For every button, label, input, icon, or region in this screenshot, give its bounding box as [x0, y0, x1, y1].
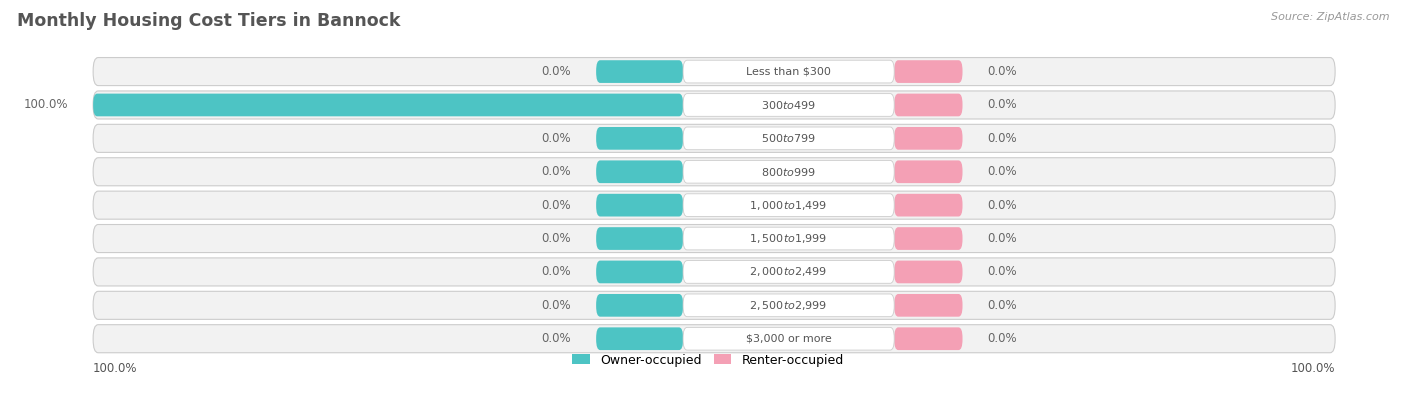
FancyBboxPatch shape	[596, 294, 683, 317]
FancyBboxPatch shape	[894, 127, 963, 150]
Text: 0.0%: 0.0%	[987, 199, 1017, 212]
FancyBboxPatch shape	[894, 94, 963, 116]
Text: 0.0%: 0.0%	[987, 299, 1017, 312]
FancyBboxPatch shape	[93, 94, 683, 116]
FancyBboxPatch shape	[683, 127, 894, 150]
FancyBboxPatch shape	[93, 124, 1336, 152]
Text: 0.0%: 0.0%	[987, 332, 1017, 345]
Text: 0.0%: 0.0%	[541, 65, 571, 78]
Text: $800 to $999: $800 to $999	[761, 166, 815, 178]
FancyBboxPatch shape	[596, 161, 683, 183]
FancyBboxPatch shape	[93, 58, 1336, 85]
FancyBboxPatch shape	[683, 261, 894, 283]
Text: $2,000 to $2,499: $2,000 to $2,499	[749, 266, 828, 278]
Text: $2,500 to $2,999: $2,500 to $2,999	[749, 299, 828, 312]
Text: 0.0%: 0.0%	[541, 232, 571, 245]
FancyBboxPatch shape	[93, 225, 1336, 253]
Text: Monthly Housing Cost Tiers in Bannock: Monthly Housing Cost Tiers in Bannock	[17, 12, 401, 30]
Text: 100.0%: 100.0%	[24, 98, 69, 112]
Text: 0.0%: 0.0%	[541, 332, 571, 345]
Text: 0.0%: 0.0%	[987, 165, 1017, 178]
Text: Less than $300: Less than $300	[747, 66, 831, 77]
Text: $1,000 to $1,499: $1,000 to $1,499	[749, 199, 828, 212]
Text: 0.0%: 0.0%	[987, 65, 1017, 78]
FancyBboxPatch shape	[596, 327, 683, 350]
FancyBboxPatch shape	[596, 127, 683, 150]
Text: 0.0%: 0.0%	[987, 98, 1017, 112]
FancyBboxPatch shape	[683, 327, 894, 350]
Text: 0.0%: 0.0%	[541, 132, 571, 145]
FancyBboxPatch shape	[894, 261, 963, 283]
Text: $3,000 or more: $3,000 or more	[745, 334, 831, 344]
FancyBboxPatch shape	[93, 325, 1336, 353]
Text: 0.0%: 0.0%	[987, 232, 1017, 245]
Text: 0.0%: 0.0%	[541, 266, 571, 278]
FancyBboxPatch shape	[596, 227, 683, 250]
Text: 0.0%: 0.0%	[541, 199, 571, 212]
FancyBboxPatch shape	[93, 91, 1336, 119]
FancyBboxPatch shape	[894, 194, 963, 217]
FancyBboxPatch shape	[596, 261, 683, 283]
Legend: Owner-occupied, Renter-occupied: Owner-occupied, Renter-occupied	[567, 349, 849, 371]
FancyBboxPatch shape	[683, 60, 894, 83]
Text: $1,500 to $1,999: $1,500 to $1,999	[749, 232, 828, 245]
FancyBboxPatch shape	[683, 227, 894, 250]
FancyBboxPatch shape	[894, 161, 963, 183]
Text: $500 to $799: $500 to $799	[761, 132, 815, 144]
FancyBboxPatch shape	[596, 60, 683, 83]
FancyBboxPatch shape	[683, 161, 894, 183]
FancyBboxPatch shape	[93, 191, 1336, 219]
Text: 0.0%: 0.0%	[987, 132, 1017, 145]
FancyBboxPatch shape	[93, 258, 1336, 286]
FancyBboxPatch shape	[894, 327, 963, 350]
Text: Source: ZipAtlas.com: Source: ZipAtlas.com	[1271, 12, 1389, 22]
FancyBboxPatch shape	[93, 291, 1336, 320]
Text: 100.0%: 100.0%	[93, 362, 138, 375]
FancyBboxPatch shape	[683, 94, 894, 116]
FancyBboxPatch shape	[683, 294, 894, 317]
Text: 0.0%: 0.0%	[541, 299, 571, 312]
FancyBboxPatch shape	[596, 194, 683, 217]
Text: 0.0%: 0.0%	[541, 165, 571, 178]
Text: 100.0%: 100.0%	[1291, 362, 1336, 375]
FancyBboxPatch shape	[93, 158, 1336, 186]
Text: 0.0%: 0.0%	[987, 266, 1017, 278]
Text: $300 to $499: $300 to $499	[761, 99, 815, 111]
FancyBboxPatch shape	[894, 227, 963, 250]
FancyBboxPatch shape	[894, 60, 963, 83]
FancyBboxPatch shape	[894, 294, 963, 317]
FancyBboxPatch shape	[683, 194, 894, 217]
